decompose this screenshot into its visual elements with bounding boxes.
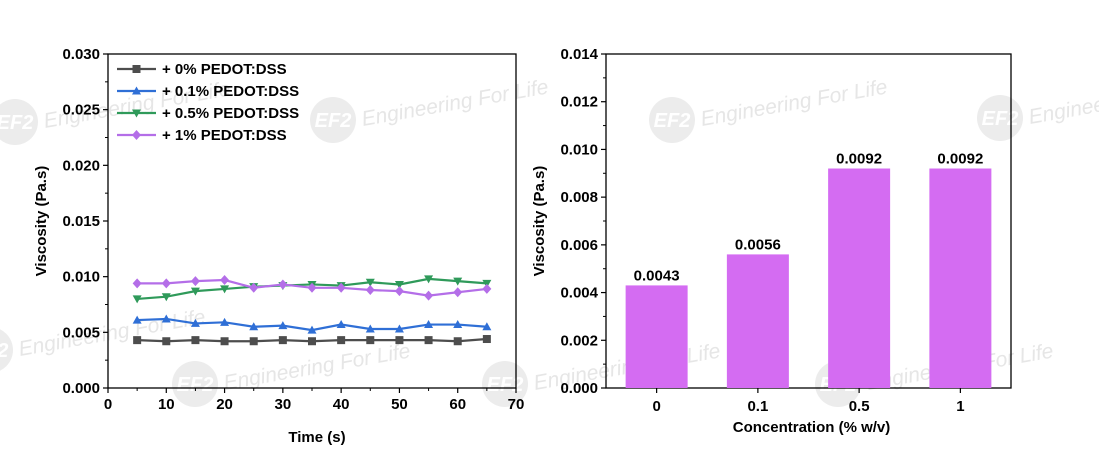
data-point xyxy=(425,336,433,344)
data-point xyxy=(482,284,491,294)
y-axis-label: Viscosity (Pa.s) xyxy=(531,166,548,277)
y-axis-label: Viscosity (Pa.s) xyxy=(33,166,50,277)
x-tick-label: 40 xyxy=(333,396,350,413)
watermark-4: EF2 Engineering For Life xyxy=(0,305,207,373)
x-axis-label: Time (s) xyxy=(288,429,345,446)
legend-label: + 1% PEDOT:DSS xyxy=(162,127,287,144)
data-point xyxy=(453,287,462,297)
data-point xyxy=(395,336,403,344)
legend-label: + 0.5% PEDOT:DSS xyxy=(162,105,299,122)
bar-0 xyxy=(626,285,688,388)
x-tick-label: 20 xyxy=(216,396,233,413)
data-point xyxy=(162,337,170,345)
legend-label: + 0.1% PEDOT:DSS xyxy=(162,83,299,100)
y-tick-label: 0.020 xyxy=(62,157,100,174)
bar-data-label: 0.0092 xyxy=(937,151,983,168)
bar-data-label: 0.0056 xyxy=(735,236,781,253)
x-axis-label: Concentration (% w/v) xyxy=(733,419,891,436)
data-point xyxy=(278,279,287,289)
bar-data-label: 0.0092 xyxy=(836,151,882,168)
watermark-text: Engineering For Life xyxy=(222,339,412,394)
data-point xyxy=(133,336,141,344)
watermark-text: Engineering For Life xyxy=(360,75,550,130)
watermark-logo-text: EF2 xyxy=(487,374,524,396)
bar-0.1 xyxy=(727,254,789,388)
watermark-3: EF2 Engineering For Life xyxy=(977,73,1099,141)
bar-1 xyxy=(929,169,991,388)
x-tick-label: 70 xyxy=(508,396,525,413)
data-point xyxy=(308,337,316,345)
watermark-logo-text: EF2 xyxy=(982,108,1019,130)
data-point xyxy=(133,65,141,73)
data-point xyxy=(132,130,141,140)
y-tick-label: 0.006 xyxy=(560,237,598,254)
x-tick-label: 50 xyxy=(391,396,408,413)
y-tick-label: 0.015 xyxy=(62,213,100,230)
x-tick-label: 0.5 xyxy=(849,398,870,415)
watermark-text: Engineering For Life xyxy=(17,305,207,360)
x-tick-label: 0 xyxy=(652,398,660,415)
watermark-text: Engineering For Life xyxy=(1027,73,1099,128)
data-point xyxy=(162,278,171,288)
legend-label: + 0% PEDOT:DSS xyxy=(162,61,287,78)
data-point xyxy=(191,276,200,286)
bar-0.5 xyxy=(828,169,890,388)
y-tick-label: 0.010 xyxy=(560,141,598,158)
x-tick-label: 10 xyxy=(158,396,175,413)
data-point xyxy=(483,335,491,343)
data-point xyxy=(395,286,404,296)
watermark-1: EF2 Engineering For Life xyxy=(310,75,550,143)
data-point xyxy=(133,278,142,288)
y-tick-label: 0.010 xyxy=(62,269,100,286)
y-tick-label: 0.005 xyxy=(62,324,100,341)
y-tick-label: 0.000 xyxy=(62,380,100,397)
data-point xyxy=(220,275,229,285)
watermark-logo-text: EF2 xyxy=(177,374,214,396)
y-tick-label: 0.000 xyxy=(560,380,598,397)
bar-data-label: 0.0043 xyxy=(634,267,680,284)
data-point xyxy=(337,336,345,344)
data-point xyxy=(454,337,462,345)
watermark-logo-text: EF2 xyxy=(654,110,691,132)
series-0 xyxy=(133,335,491,345)
data-point xyxy=(191,336,199,344)
x-tick-label: 0.1 xyxy=(747,398,768,415)
y-tick-label: 0.030 xyxy=(62,46,100,63)
y-tick-label: 0.002 xyxy=(560,332,598,349)
watermark-2: EF2 Engineering For Life xyxy=(649,75,889,143)
x-tick-label: 60 xyxy=(449,396,466,413)
watermark-logo-text: EF2 xyxy=(315,110,352,132)
x-tick-label: 1 xyxy=(956,398,964,415)
data-point xyxy=(250,337,258,345)
watermark-logo-text: EF2 xyxy=(0,112,33,134)
x-tick-label: 30 xyxy=(275,396,292,413)
y-tick-label: 0.008 xyxy=(560,189,598,206)
watermark-text: Engineering For Life xyxy=(699,75,889,130)
y-tick-label: 0.025 xyxy=(62,102,100,119)
data-point xyxy=(424,291,433,301)
watermark-5: EF2 Engineering For Life xyxy=(172,339,412,407)
y-tick-label: 0.004 xyxy=(560,285,598,302)
data-point xyxy=(366,336,374,344)
x-tick-label: 0 xyxy=(104,396,112,413)
y-tick-label: 0.014 xyxy=(560,46,598,63)
data-point xyxy=(279,336,287,344)
data-point xyxy=(221,337,229,345)
data-point xyxy=(366,285,375,295)
watermark-logo-text: EF2 xyxy=(0,340,8,362)
y-tick-label: 0.012 xyxy=(560,94,598,111)
